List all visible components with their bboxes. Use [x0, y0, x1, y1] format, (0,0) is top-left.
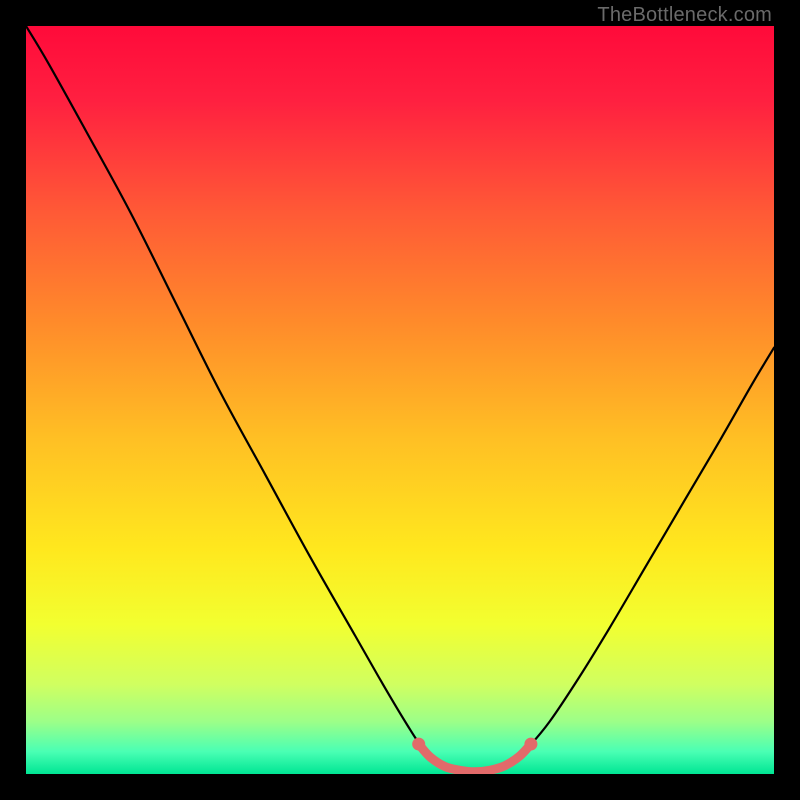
plot-area — [26, 26, 774, 774]
watermark-text: TheBottleneck.com — [597, 4, 772, 27]
highlight-segment — [419, 744, 531, 772]
curve-layer — [26, 26, 774, 774]
highlight-end-markers — [412, 738, 537, 751]
highlight-end-marker — [524, 738, 537, 751]
chart-container: TheBottleneck.com — [0, 0, 800, 800]
bottleneck-curve — [26, 26, 774, 774]
highlight-end-marker — [412, 738, 425, 751]
